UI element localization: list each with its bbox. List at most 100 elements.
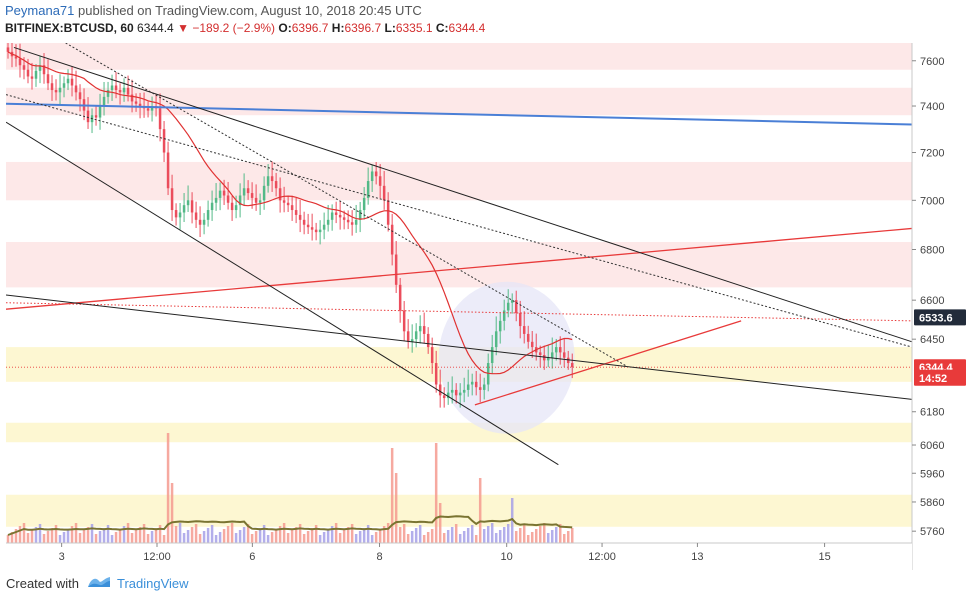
author-name[interactable]: Peymana71: [5, 3, 75, 18]
candle-body: [398, 284, 402, 311]
candle-body: [106, 90, 110, 97]
volume-bar: [462, 531, 466, 543]
candle-body: [86, 110, 90, 123]
tradingview-brand[interactable]: TradingView: [116, 576, 189, 591]
price-tick-label: 7200: [920, 148, 944, 160]
candle-body: [350, 222, 354, 225]
candle-body: [566, 357, 570, 364]
candle-body: [482, 384, 486, 390]
volume-bar: [118, 529, 122, 543]
candle-body: [114, 85, 118, 91]
volume-bar: [306, 531, 310, 543]
candle-body: [162, 129, 166, 153]
symbol-label: BITFINEX:BTCUSD, 60: [5, 21, 134, 35]
volume-bar: [162, 535, 166, 543]
candle-body: [458, 392, 462, 396]
candle-body: [46, 74, 50, 84]
volume-bar: [102, 528, 106, 543]
volume-bar: [134, 530, 138, 543]
candle-body: [206, 210, 210, 220]
volume-bar: [310, 528, 314, 543]
candle-body: [30, 76, 34, 79]
zone-band: [6, 422, 912, 443]
candle-body: [342, 217, 346, 220]
volume-bar: [358, 531, 362, 543]
volume-bar: [74, 523, 78, 543]
candle-body: [506, 302, 510, 311]
candle-body: [354, 219, 358, 225]
price-tick-label: 5960: [920, 468, 944, 480]
volume-bar: [314, 525, 318, 543]
candle-body: [102, 96, 106, 107]
candle-body: [366, 181, 370, 198]
candle-body: [6, 47, 10, 52]
volume-bar: [334, 523, 338, 543]
candle-body: [198, 219, 202, 225]
candle-body: [530, 341, 534, 348]
volume-bar: [86, 527, 90, 543]
tradingview-logo-icon[interactable]: [87, 575, 111, 592]
volume-bar: [534, 529, 538, 543]
candle-body: [94, 115, 98, 118]
volume-bar: [58, 535, 62, 543]
volume-bar: [526, 535, 530, 543]
price-marker: [914, 309, 966, 326]
candle-body: [410, 339, 414, 342]
volume-bar: [42, 534, 46, 543]
candle-body: [178, 212, 182, 218]
candle-body: [478, 387, 482, 390]
volume-bar: [390, 448, 394, 543]
trendline-black-mid: [5, 294, 913, 400]
volume-bar: [110, 535, 114, 543]
footer: Created with TradingView: [6, 575, 189, 592]
candle-body: [50, 83, 54, 91]
volume-bar: [522, 525, 526, 543]
candle-body: [26, 69, 30, 77]
volume-bar: [234, 533, 238, 543]
candle-body: [314, 229, 318, 233]
volume-bar: [350, 524, 354, 543]
trendline-red-support: [474, 320, 742, 406]
zone-band: [6, 494, 912, 527]
time-tick-label: 3: [59, 551, 65, 563]
candle-body: [110, 85, 114, 91]
volume-bar: [222, 529, 226, 543]
candle-body: [306, 224, 310, 228]
volume-bar: [386, 523, 390, 543]
volume-bar: [18, 526, 22, 543]
volume-bar: [366, 525, 370, 543]
candle-body: [214, 197, 218, 203]
volume-bar: [326, 529, 330, 543]
volume-bar: [206, 528, 210, 543]
candle-body: [218, 190, 222, 198]
candle-body: [466, 384, 470, 390]
candle-body: [394, 254, 398, 285]
candle-body: [406, 331, 410, 342]
price-tick-label: 7000: [920, 195, 944, 207]
candle-body: [238, 195, 242, 206]
volume-bar: [478, 478, 482, 543]
candle-body: [174, 210, 178, 218]
close-label: C:: [435, 21, 449, 35]
candle-body: [446, 392, 450, 399]
volume-bar: [426, 532, 430, 543]
price-tick-label: 6800: [920, 245, 944, 257]
volume-bar: [270, 532, 274, 543]
price-tick-label: 7400: [920, 101, 944, 113]
time-tick-label: 15: [818, 551, 830, 563]
candle-body: [330, 212, 334, 220]
candle-body: [126, 87, 130, 95]
price-chart[interactable]: 7600 7400 7200 7000 6800 6600 6450 6180 6060 5960…: [5, 40, 971, 570]
volume-bar: [354, 534, 358, 543]
time-axis-bg: [6, 543, 912, 570]
candle-body: [242, 188, 246, 196]
volume-bar: [66, 529, 70, 543]
price-tick-label: 6180: [920, 407, 944, 419]
volume-bar: [194, 524, 198, 543]
trendline-black-lower: [5, 121, 559, 466]
candle-body: [470, 381, 474, 385]
time-tick-label: 12:00: [143, 551, 171, 563]
candle-body: [550, 352, 554, 358]
volume-bar: [494, 533, 498, 543]
chart-canvas[interactable]: 7600 7400 7200 7000 6800 6600 6450 6180 6060 5960…: [5, 40, 971, 570]
